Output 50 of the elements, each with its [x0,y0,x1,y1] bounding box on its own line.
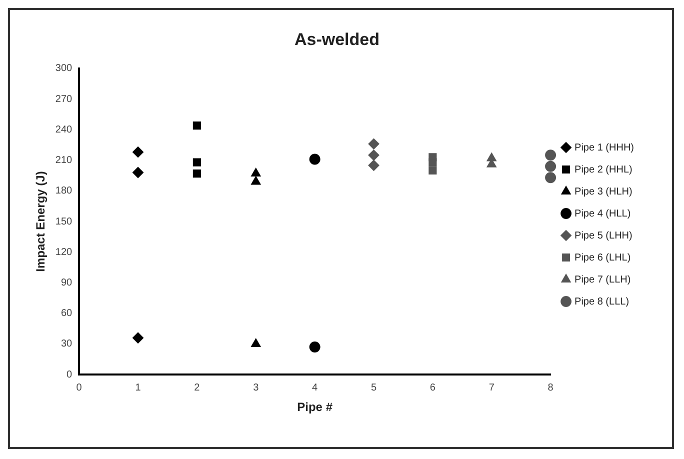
x-tick-label: 6 [430,382,436,394]
x-tick-label: 4 [312,382,318,394]
point [428,158,437,166]
legend-label: Pipe 1 (HHH) [574,142,634,154]
y-tick-label: 120 [55,246,73,258]
x-tick-label: 0 [76,382,82,394]
legend-label: Pipe 2 (HHL) [574,164,632,176]
legend-label: Pipe 4 (HLL) [574,208,631,220]
point [251,176,261,185]
point [132,146,144,158]
point [132,332,144,344]
point [192,158,201,166]
y-tick-label: 150 [55,216,73,228]
x-tick-label: 8 [548,382,554,394]
y-tick-label: 60 [60,308,73,320]
x-axis-title: Pipe # [297,400,333,414]
point [251,168,261,177]
x-tick-label: 5 [370,382,377,394]
y-tick-label: 90 [60,277,73,288]
legend-label: Pipe 8 (LLL) [574,296,630,308]
point [545,160,556,172]
legend-label: Pipe 7 (LLH) [574,274,631,286]
y-tick-label: 240 [55,124,73,136]
point [309,342,320,353]
legend-label: Pipe 5 (LHH) [574,230,632,242]
point [192,169,201,178]
y-axis-title: Impact Energy (J) [34,171,48,272]
y-tick-label: 300 [55,63,73,74]
point [428,166,437,174]
point [368,138,380,150]
point [368,150,380,161]
y-tick-label: 0 [66,369,73,380]
chart-title: As-welded [294,30,380,49]
point [545,150,556,161]
point [132,167,144,178]
point [545,172,556,184]
x-tick-label: 1 [135,382,142,394]
y-tick-label: 210 [55,155,73,166]
point [251,338,261,347]
point [368,160,380,171]
legend-label: Pipe 3 (HLH) [574,186,632,198]
y-tick-label: 30 [60,338,73,350]
y-tick-label: 270 [55,94,73,105]
x-tick-label: 2 [194,382,200,394]
x-tick-label: 3 [253,382,260,394]
x-tick-label: 7 [488,382,495,394]
point [192,122,201,130]
point [309,154,320,165]
y-tick-label: 180 [55,186,73,197]
legend-label: Pipe 6 (LHL) [574,252,631,264]
